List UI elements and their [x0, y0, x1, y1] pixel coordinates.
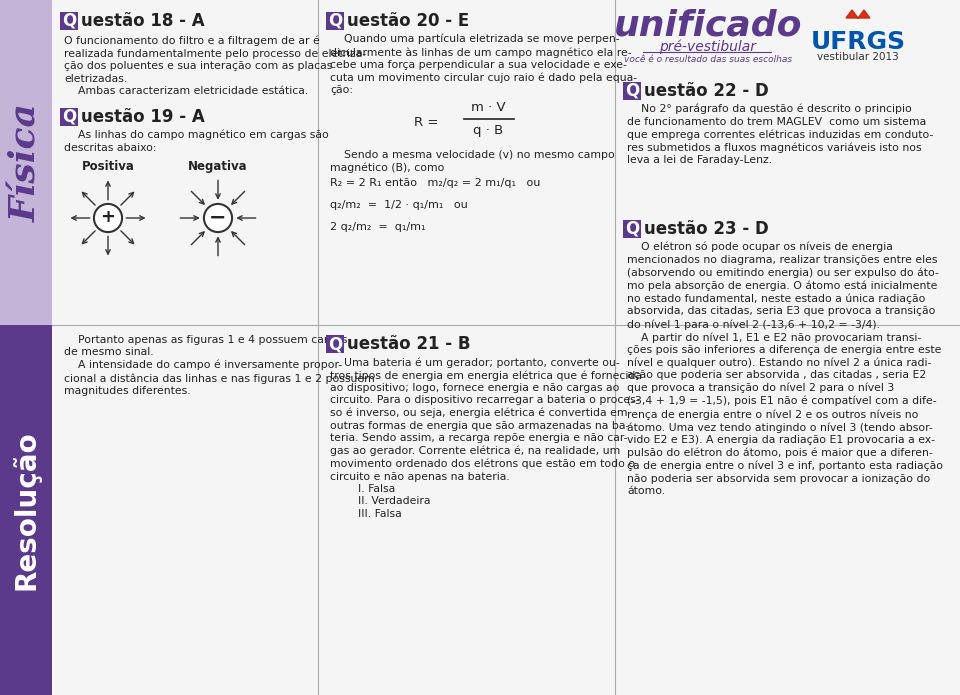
Text: Física: Física	[9, 103, 43, 222]
Circle shape	[94, 204, 122, 232]
Text: Q: Q	[625, 220, 639, 238]
Text: uestão 18 - A: uestão 18 - A	[81, 12, 204, 30]
Text: q · B: q · B	[473, 124, 504, 137]
Text: uestão 23 - D: uestão 23 - D	[644, 220, 769, 238]
Text: uestão 21 - B: uestão 21 - B	[347, 335, 470, 353]
Bar	[0, 325, 52, 695]
Bar	[0, 0, 52, 325]
Text: você é o resultado das suas escolhas: você é o resultado das suas escolhas	[624, 55, 792, 64]
Text: Quando uma partícula eletrizada se move perpen-
dicularmente às linhas de um cam: Quando uma partícula eletrizada se move …	[330, 34, 637, 95]
Bar	[326, 12, 344, 30]
Text: O elétron só pode ocupar os níveis de energia
mencionados no diagrama, realizar : O elétron só pode ocupar os níveis de en…	[627, 242, 943, 496]
Text: +: +	[101, 208, 115, 226]
Bar	[326, 335, 344, 353]
Text: No 2° parágrafo da questão é descrito o principio
de funcionamento do trem MAGLE: No 2° parágrafo da questão é descrito o …	[627, 104, 933, 165]
Bar	[60, 12, 78, 30]
Text: R =: R =	[414, 117, 439, 129]
Text: Uma bateria é um gerador; portanto, converte ou-
tros tipos de energia em energi: Uma bateria é um gerador; portanto, conv…	[330, 357, 642, 519]
Text: pré-vestibular: pré-vestibular	[660, 40, 756, 54]
Text: Q: Q	[61, 108, 76, 126]
Text: uestão 20 - E: uestão 20 - E	[347, 12, 469, 30]
Text: O funcionamento do filtro e a filtragem de ar é
realizada fundamentalmente pelo : O funcionamento do filtro e a filtragem …	[64, 36, 367, 96]
Text: As linhas do campo magnético em cargas são
descritas abaixo:: As linhas do campo magnético em cargas s…	[64, 130, 328, 153]
Bar	[60, 108, 78, 126]
Text: UFRGS: UFRGS	[810, 30, 905, 54]
Text: vestibular 2013: vestibular 2013	[817, 52, 899, 62]
Text: Portanto apenas as figuras 1 e 4 possuem cargas
de mesmo sinal.
    A intensidad: Portanto apenas as figuras 1 e 4 possuem…	[64, 335, 374, 396]
Text: Q: Q	[328, 12, 342, 30]
Text: Q: Q	[61, 12, 76, 30]
Polygon shape	[846, 10, 870, 18]
Text: uestão 22 - D: uestão 22 - D	[644, 82, 769, 100]
Text: m · V: m · V	[471, 101, 506, 114]
Bar	[623, 220, 641, 238]
Text: R₂ = 2 R₁ então   m₂/q₂ = 2 m₁/q₁   ou: R₂ = 2 R₁ então m₂/q₂ = 2 m₁/q₁ ou	[330, 178, 540, 188]
Circle shape	[204, 204, 232, 232]
Text: Resolução: Resolução	[12, 430, 40, 590]
Text: Q: Q	[625, 82, 639, 100]
Text: 2 q₂/m₂  =  q₁/m₁: 2 q₂/m₂ = q₁/m₁	[330, 222, 425, 232]
Text: −: −	[209, 208, 227, 228]
Text: Sendo a mesma velocidade (v) no mesmo campo
magnético (B), como: Sendo a mesma velocidade (v) no mesmo ca…	[330, 150, 614, 173]
Text: Negativa: Negativa	[188, 160, 248, 173]
Text: q₂/m₂  =  1/2 · q₁/m₁   ou: q₂/m₂ = 1/2 · q₁/m₁ ou	[330, 200, 468, 210]
Bar	[623, 82, 641, 100]
Text: Positiva: Positiva	[82, 160, 134, 173]
Text: Q: Q	[328, 335, 342, 353]
Text: unificado: unificado	[613, 8, 803, 42]
Text: uestão 19 - A: uestão 19 - A	[81, 108, 204, 126]
